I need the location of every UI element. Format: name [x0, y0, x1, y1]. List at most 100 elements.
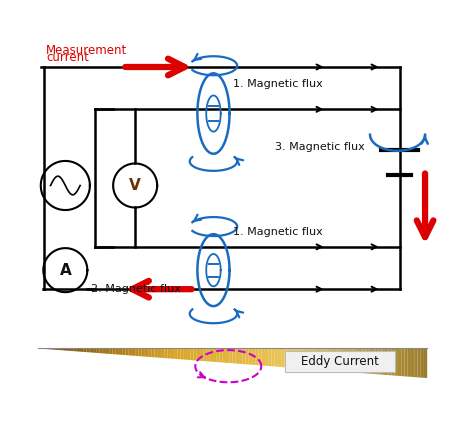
Polygon shape: [51, 348, 54, 350]
Polygon shape: [158, 348, 161, 358]
Text: 1. Magnetic flux: 1. Magnetic flux: [232, 79, 322, 89]
Polygon shape: [265, 348, 268, 366]
Polygon shape: [242, 348, 246, 364]
Polygon shape: [310, 348, 313, 369]
Polygon shape: [369, 348, 372, 374]
Polygon shape: [262, 348, 265, 366]
Polygon shape: [346, 348, 349, 372]
Polygon shape: [375, 348, 379, 374]
Polygon shape: [298, 348, 301, 368]
Polygon shape: [249, 348, 252, 365]
Polygon shape: [142, 348, 145, 357]
Polygon shape: [70, 348, 73, 351]
Polygon shape: [113, 348, 116, 354]
Polygon shape: [275, 348, 278, 367]
Polygon shape: [259, 348, 262, 366]
Polygon shape: [268, 348, 272, 366]
Polygon shape: [379, 348, 382, 374]
Polygon shape: [382, 348, 385, 375]
Polygon shape: [193, 348, 197, 360]
Polygon shape: [219, 348, 223, 363]
Polygon shape: [145, 348, 148, 357]
Polygon shape: [197, 348, 200, 361]
Text: Measurement: Measurement: [46, 43, 127, 57]
Polygon shape: [333, 348, 336, 371]
Polygon shape: [73, 348, 77, 351]
Polygon shape: [184, 348, 187, 360]
Polygon shape: [313, 348, 317, 370]
Polygon shape: [132, 348, 135, 356]
Polygon shape: [93, 348, 96, 353]
Polygon shape: [167, 348, 171, 359]
Text: A: A: [60, 263, 71, 278]
Polygon shape: [272, 348, 275, 366]
Polygon shape: [148, 348, 152, 357]
Polygon shape: [349, 348, 352, 372]
Polygon shape: [116, 348, 119, 354]
Polygon shape: [119, 348, 122, 355]
Polygon shape: [405, 348, 408, 377]
Polygon shape: [210, 348, 213, 362]
Text: 3. Magnetic flux: 3. Magnetic flux: [275, 142, 365, 153]
Polygon shape: [424, 348, 427, 378]
Text: Metal plate: Metal plate: [80, 361, 169, 375]
Polygon shape: [372, 348, 375, 374]
Polygon shape: [164, 348, 167, 358]
Polygon shape: [294, 348, 298, 368]
Polygon shape: [281, 348, 285, 367]
Polygon shape: [418, 348, 421, 377]
Polygon shape: [171, 348, 174, 359]
Polygon shape: [203, 348, 206, 361]
Polygon shape: [177, 348, 180, 359]
Polygon shape: [232, 348, 236, 363]
Polygon shape: [152, 348, 155, 357]
Polygon shape: [320, 348, 323, 370]
Polygon shape: [359, 348, 362, 373]
Polygon shape: [395, 348, 398, 376]
Polygon shape: [206, 348, 210, 362]
Polygon shape: [401, 348, 405, 376]
Polygon shape: [323, 348, 326, 370]
Text: Eddy Current: Eddy Current: [301, 355, 379, 368]
Polygon shape: [200, 348, 203, 361]
Polygon shape: [216, 348, 219, 362]
Polygon shape: [307, 348, 310, 369]
Polygon shape: [239, 348, 242, 364]
Polygon shape: [285, 348, 288, 368]
Polygon shape: [317, 348, 320, 370]
Polygon shape: [106, 348, 109, 354]
Polygon shape: [408, 348, 411, 377]
Polygon shape: [47, 348, 51, 349]
Polygon shape: [100, 348, 103, 354]
Polygon shape: [135, 348, 139, 356]
Polygon shape: [398, 348, 401, 376]
Polygon shape: [109, 348, 113, 354]
Polygon shape: [343, 348, 346, 372]
Polygon shape: [126, 348, 129, 355]
Polygon shape: [330, 348, 333, 371]
Polygon shape: [139, 348, 142, 356]
Polygon shape: [86, 348, 90, 352]
Polygon shape: [180, 348, 184, 360]
Polygon shape: [362, 348, 365, 373]
Polygon shape: [336, 348, 339, 371]
Polygon shape: [129, 348, 132, 356]
Polygon shape: [278, 348, 281, 367]
Polygon shape: [77, 348, 80, 351]
Polygon shape: [174, 348, 177, 359]
Polygon shape: [90, 348, 93, 353]
Polygon shape: [80, 348, 83, 352]
Polygon shape: [44, 348, 47, 349]
Polygon shape: [255, 348, 259, 365]
Polygon shape: [352, 348, 356, 373]
Polygon shape: [83, 348, 86, 352]
Polygon shape: [411, 348, 414, 377]
Polygon shape: [161, 348, 164, 358]
Polygon shape: [414, 348, 418, 377]
Polygon shape: [64, 348, 67, 351]
Polygon shape: [339, 348, 343, 371]
Text: 1. Magnetic flux: 1. Magnetic flux: [232, 227, 322, 237]
Polygon shape: [223, 348, 226, 363]
Text: current: current: [46, 51, 89, 64]
Text: 2. Magnetic flux: 2. Magnetic flux: [91, 284, 180, 294]
